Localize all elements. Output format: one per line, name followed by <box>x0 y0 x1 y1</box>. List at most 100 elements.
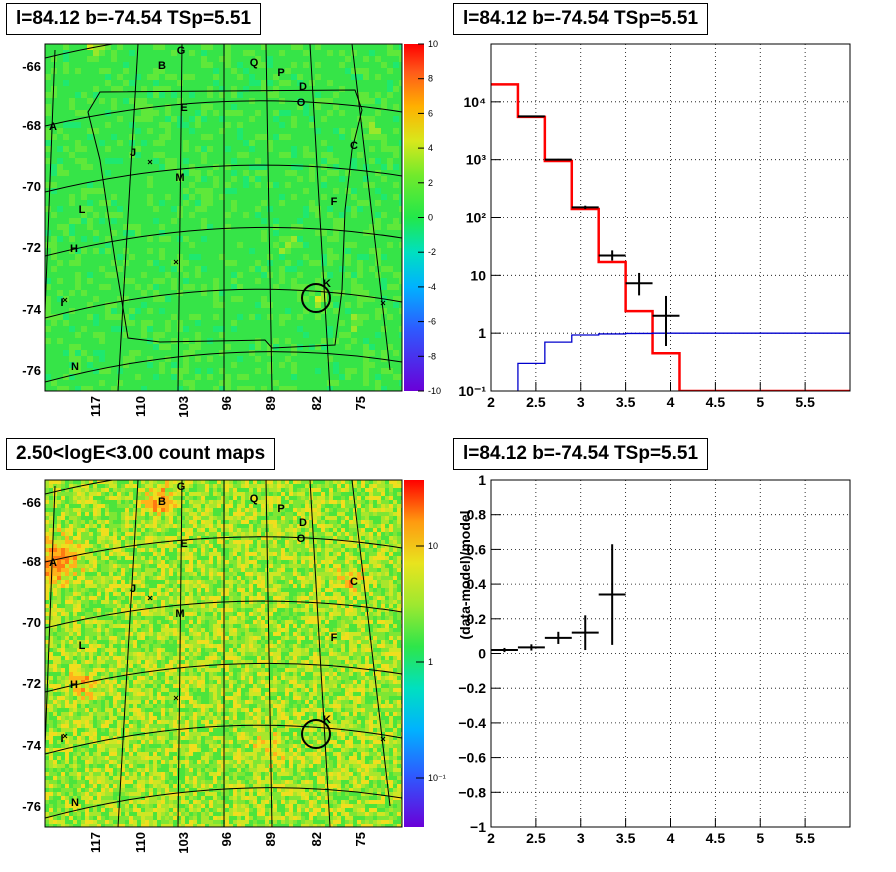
heatmap-cell <box>93 62 100 69</box>
heatmap-cell <box>273 520 278 525</box>
heatmap-cell <box>117 50 124 57</box>
heatmap-cell <box>309 380 316 387</box>
heatmap-cell <box>369 74 376 81</box>
heatmap-cell <box>149 532 154 537</box>
heatmap-cell <box>149 508 154 513</box>
heatmap-cell <box>185 540 190 545</box>
heatmap-cell <box>117 488 122 493</box>
heatmap-cell <box>345 164 352 171</box>
heatmap-cell <box>249 110 256 117</box>
heatmap-cell <box>159 308 166 315</box>
heatmap-cell <box>303 224 310 231</box>
heatmap-cell <box>185 536 190 541</box>
heatmap-cell <box>269 508 274 513</box>
heatmap-cell <box>81 254 88 261</box>
heatmap-cell <box>349 540 354 545</box>
heatmap-cell <box>229 536 234 541</box>
heatmap-cell <box>57 296 64 303</box>
source-label: B <box>158 60 166 72</box>
heatmap-cell <box>135 356 142 363</box>
heatmap-cell <box>141 536 146 541</box>
heatmap-cell <box>135 344 142 351</box>
heatmap-cell <box>353 484 358 489</box>
heatmap-cell <box>327 278 334 285</box>
heatmap-cell <box>231 176 238 183</box>
heatmap-cell <box>369 122 376 129</box>
heatmap-cell <box>315 266 322 273</box>
heatmap-cell <box>357 528 362 533</box>
heatmap-cell <box>231 224 238 231</box>
heatmap-cell <box>373 532 378 537</box>
heatmap-cell <box>111 230 118 237</box>
heatmap-cell <box>135 326 142 333</box>
heatmap-cell <box>159 128 166 135</box>
heatmap-cell <box>243 164 250 171</box>
heatmap-cell <box>333 296 340 303</box>
heatmap-cell <box>285 314 292 321</box>
heatmap-cell <box>327 350 334 357</box>
heatmap-cell <box>129 56 136 63</box>
heatmap-cell <box>333 500 338 505</box>
heatmap-cell <box>393 194 400 201</box>
heatmap-cell <box>349 524 354 529</box>
heatmap-cell <box>393 308 400 315</box>
heatmap-cell <box>195 260 202 267</box>
heatmap-cell <box>177 104 184 111</box>
heatmap-cell <box>399 176 402 183</box>
heatmap-cell <box>385 496 390 501</box>
heatmap-cell <box>285 68 292 75</box>
heatmap-cell <box>265 512 270 517</box>
heatmap-cell <box>149 504 154 509</box>
heatmap-cell <box>243 158 250 165</box>
heatmap-cell <box>57 200 64 207</box>
heatmap-cell <box>357 308 364 315</box>
heatmap-cell <box>249 86 256 93</box>
heatmap-cell <box>399 302 402 309</box>
heatmap-cell <box>309 260 316 267</box>
heatmap-cell <box>399 80 402 87</box>
heatmap-cell <box>297 110 304 117</box>
heatmap-cell <box>101 540 106 545</box>
heatmap-cell <box>269 484 274 489</box>
heatmap-cell <box>135 74 142 81</box>
heatmap-cell <box>221 528 226 533</box>
heatmap-cell <box>357 350 364 357</box>
heatmap-cell <box>205 504 210 509</box>
heatmap-cell <box>207 242 214 249</box>
heatmap-cell <box>87 266 94 273</box>
heatmap-cell <box>291 146 298 153</box>
heatmap-cell <box>393 266 400 273</box>
heatmap-cell <box>197 500 202 505</box>
heatmap-cell <box>231 146 238 153</box>
heatmap-cell <box>137 520 142 525</box>
heatmap-cell <box>387 218 394 225</box>
heatmap-cell <box>313 492 318 497</box>
heatmap-cell <box>387 368 394 375</box>
heatmap-cell <box>363 224 370 231</box>
heatmap-cell <box>297 272 304 279</box>
heatmap-cell <box>375 158 382 165</box>
heatmap-cell <box>93 326 100 333</box>
heatmap-cell <box>313 504 318 509</box>
heatmap-cell <box>229 528 234 533</box>
heatmap-cell <box>357 194 364 201</box>
heatmap-cell <box>165 164 172 171</box>
heatmap-cell <box>289 496 294 501</box>
heatmap-cell <box>63 260 70 267</box>
heatmap-cell <box>273 540 278 545</box>
heatmap-cell <box>381 68 388 75</box>
heatmap-cell <box>241 488 246 493</box>
heatmap-cell <box>279 44 286 51</box>
heatmap-cell <box>159 230 166 237</box>
heatmap-cell <box>213 74 220 81</box>
heatmap-cell <box>267 92 274 99</box>
heatmap-cell <box>285 508 290 513</box>
heatmap-cell <box>363 146 370 153</box>
heatmap-cell <box>45 374 52 381</box>
heatmap-cell <box>57 266 64 273</box>
heatmap-cell <box>75 182 82 189</box>
heatmap-cell <box>321 266 328 273</box>
heatmap-cell <box>321 236 328 243</box>
heatmap-cell <box>237 152 244 159</box>
heatmap-cell <box>123 44 130 51</box>
